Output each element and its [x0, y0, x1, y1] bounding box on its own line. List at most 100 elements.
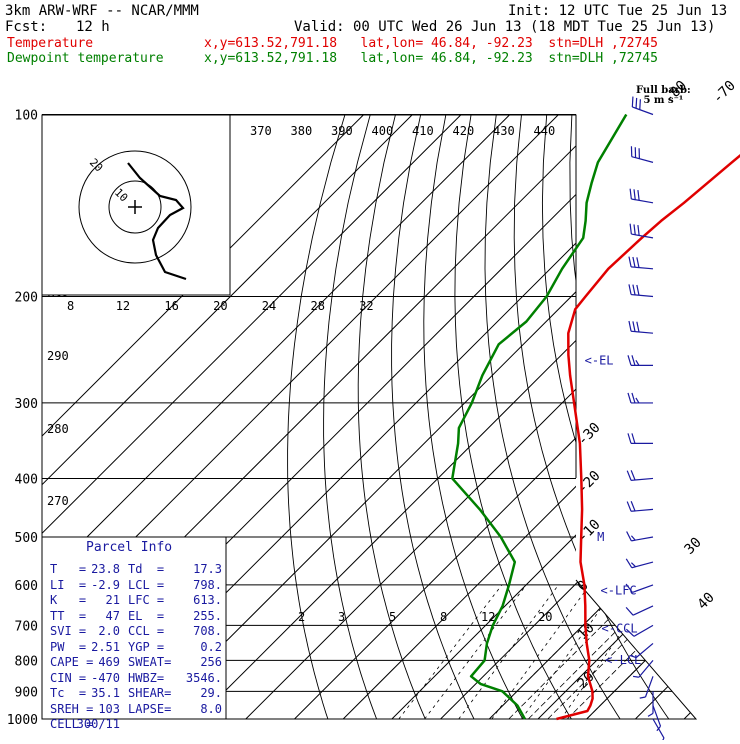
dry-adiabat-line: [698, 115, 740, 720]
dewpoint-profile-line: [452, 115, 626, 720]
wind-barb-flag: [632, 433, 635, 443]
wind-barb-flag: [628, 433, 631, 443]
theta-label: 400: [372, 124, 394, 138]
parcel-info-value: 103: [98, 702, 120, 716]
wind-barb-flag: [633, 257, 635, 267]
wind-barb-flag: [628, 393, 631, 403]
theta-label: 440: [534, 124, 556, 138]
dewpoint-location-info: x,y=613.52,791.18 lat,lon= 46.84, -92.23…: [204, 52, 658, 66]
temperature-location-info: x,y=613.52,791.18 lat,lon= 46.84, -92.23…: [204, 37, 658, 51]
wind-barb-icon: [629, 321, 653, 333]
wind-scale-tick: 16: [164, 299, 178, 313]
parcel-info-value: -2.9: [91, 578, 120, 592]
dry-adiabat-line: [723, 115, 740, 720]
parcel-info-label: YGP =: [128, 640, 164, 654]
dry-adiabat-line: [324, 115, 377, 720]
wind-barb-flag: [637, 322, 639, 332]
parcel-info-value: 21: [106, 593, 120, 607]
wind-scale-tick: 24: [262, 299, 276, 313]
wind-barb-staff: [636, 643, 653, 657]
wind-barb-staff: [633, 606, 653, 615]
dry-adiabat-line: [392, 115, 474, 720]
wind-barb-icon: [640, 676, 653, 698]
wind-barb-icon: [626, 606, 653, 615]
wind-barb-flag: [628, 355, 631, 365]
wind-barb-icon: [627, 501, 653, 511]
wind-barb-flag: [630, 189, 631, 199]
wind-barb-icon: [629, 257, 653, 269]
wind-barb-flag: [636, 360, 639, 365]
wind-barb-flag: [631, 563, 635, 567]
temp-right-label: 40: [695, 590, 718, 613]
theta-left-label: 270: [47, 494, 69, 508]
wind-barb-flag: [627, 502, 631, 512]
wind-barb-legend: Full barb: 5 m s⁻¹: [636, 86, 691, 106]
pressure-label: 900: [15, 685, 38, 700]
level-marker-label: M: [597, 530, 604, 544]
level-marker-label: <-EL: [585, 353, 614, 367]
parcel-info-value: 613.: [193, 593, 222, 607]
isotherm-line: [392, 115, 740, 719]
parcel-info-value: 23.8: [91, 562, 120, 576]
wind-barb-icon: [628, 433, 653, 443]
parcel-info-label: Td =: [128, 562, 164, 576]
temp-right-label: -20: [575, 468, 604, 497]
dry-adiabat-line: [570, 115, 740, 720]
wind-scale-tick: 32: [359, 299, 373, 313]
mixing-ratio-label: 2: [298, 610, 305, 624]
parcel-info-label: HWBZ=: [128, 671, 164, 685]
wind-barb-flag: [632, 355, 635, 365]
wind-barb-flag: [627, 532, 632, 541]
wind-barb-flag: [638, 225, 639, 235]
wind-barb-staff: [632, 107, 653, 115]
wind-scale-tick: 28: [311, 299, 325, 313]
theta-label: 420: [453, 124, 475, 138]
wind-scale-tick: 12: [116, 299, 130, 313]
theta-label: 410: [412, 124, 434, 138]
wind-barb-flag: [630, 224, 631, 234]
parcel-info-value: 469: [98, 655, 120, 669]
wind-barb-staff: [631, 331, 653, 333]
pressure-label: 800: [15, 654, 38, 669]
temp-top-label: -70: [710, 78, 739, 107]
parcel-info-value: 0.2: [200, 640, 222, 654]
parcel-info-value: 17.3: [193, 562, 222, 576]
wind-barb-flag: [640, 697, 646, 698]
wind-barb-icon: [629, 284, 653, 296]
parcel-info-label: CAPE =: [50, 655, 93, 669]
pressure-label: 100: [15, 109, 38, 124]
parcel-info-value: 47: [106, 609, 120, 623]
wind-barb-icon: [653, 706, 661, 731]
parcel-info-label: SVI =: [50, 624, 86, 638]
wind-barb-icon: [627, 470, 653, 480]
wind-barb-icon: [626, 559, 653, 568]
wind-barb-flag: [648, 713, 653, 716]
theta-left-label: 280: [47, 422, 69, 436]
wind-barb-legend-line2: 5 m s⁻¹: [636, 96, 691, 106]
dry-adiabat-line: [455, 115, 572, 720]
forecast-label: Fcst:: [5, 20, 47, 34]
wind-barb-icon: [628, 355, 653, 365]
parcel-info-label: PW =: [50, 640, 86, 654]
parcel-info-value: 708.: [193, 624, 222, 638]
mixing-ratio-label: 8: [440, 610, 447, 624]
wind-barb-flag: [629, 257, 631, 267]
parcel-info-label: SHEAR=: [128, 686, 171, 700]
wind-barb-flag: [629, 284, 631, 294]
mixing-ratio-label: 3: [338, 610, 345, 624]
parcel-info-label: LAPSE=: [128, 702, 171, 716]
isotherm-line: [684, 115, 740, 719]
dry-adiabat-line: [358, 115, 425, 720]
wind-scale-tick: 20: [213, 299, 227, 313]
temperature-legend-label: Temperature: [7, 37, 93, 51]
parcel-info-label: TT =: [50, 609, 86, 623]
wind-barb-flag: [627, 471, 631, 481]
parcel-info-title: Parcel Info: [86, 540, 172, 555]
parcel-info-value: 798.: [193, 578, 222, 592]
level-marker-label: <-LCL: [605, 653, 641, 667]
isotherm-line: [635, 115, 740, 719]
mixing-ratio-line: [522, 585, 618, 719]
parcel-info-value: 300/11: [77, 717, 120, 731]
parcel-info-label: Tc =: [50, 686, 86, 700]
parcel-info-label: SREH =: [50, 702, 93, 716]
